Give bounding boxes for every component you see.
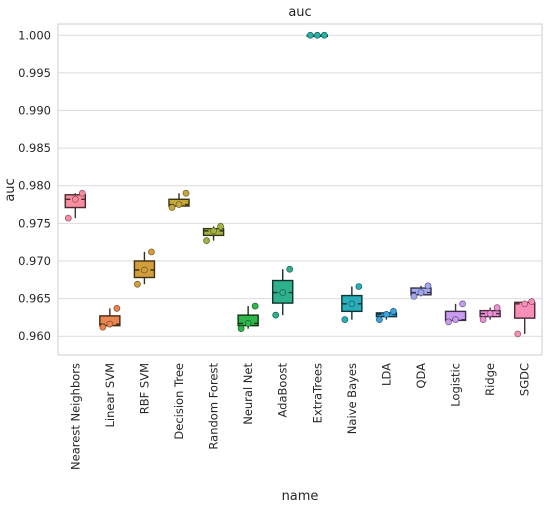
data-point bbox=[306, 31, 314, 39]
data-point bbox=[390, 308, 397, 315]
x-tick-label: ExtraTrees bbox=[310, 363, 324, 423]
data-point bbox=[237, 325, 245, 333]
data-point bbox=[134, 280, 141, 288]
x-ticks: Nearest Neighbors Linear SVM RBF SVM Decisi… bbox=[68, 363, 531, 470]
x-tick-label: Naive Bayes bbox=[345, 363, 359, 434]
x-tick-label: Logistic bbox=[449, 363, 463, 407]
data-point bbox=[486, 310, 494, 317]
box-adaboost bbox=[271, 265, 294, 319]
data-point bbox=[521, 300, 529, 308]
y-ticks: 0.960 0.965 0.970 0.975 0.980 0.985 0.990 0.995… bbox=[18, 28, 51, 343]
y-tick-label: 0.960 bbox=[18, 329, 51, 343]
data-point bbox=[175, 201, 183, 208]
data-point bbox=[348, 300, 356, 308]
data-point bbox=[528, 298, 536, 305]
data-point bbox=[320, 31, 328, 39]
box-random-forest bbox=[202, 223, 225, 245]
y-tick-label: 0.985 bbox=[18, 141, 51, 155]
x-tick-label: QDA bbox=[414, 363, 428, 389]
data-point bbox=[286, 265, 294, 273]
data-point bbox=[341, 316, 349, 323]
data-point bbox=[376, 316, 383, 323]
data-point bbox=[514, 330, 522, 338]
x-tick-label: AdaBoost bbox=[276, 363, 290, 418]
x-tick-label: Neural Net bbox=[241, 363, 255, 425]
data-point bbox=[64, 214, 72, 222]
box-sgdc bbox=[513, 298, 536, 338]
data-point bbox=[417, 289, 425, 296]
box-logistic bbox=[444, 300, 467, 326]
x-tick-label: LDA bbox=[379, 363, 393, 386]
data-point bbox=[445, 318, 452, 326]
x-axis-label: name bbox=[282, 489, 319, 504]
x-tick-label: Decision Tree bbox=[172, 363, 186, 440]
data-point bbox=[410, 292, 418, 300]
y-tick-label: 0.990 bbox=[18, 104, 51, 118]
y-tick-label: 0.980 bbox=[18, 179, 51, 193]
data-point bbox=[279, 289, 287, 296]
y-tick-label: 0.965 bbox=[18, 292, 51, 306]
data-point bbox=[452, 316, 459, 323]
data-point bbox=[106, 320, 114, 328]
data-point bbox=[148, 248, 155, 256]
x-tick-label: SGDC bbox=[518, 363, 532, 396]
box-qda bbox=[410, 282, 432, 300]
data-point bbox=[182, 189, 190, 197]
data-point bbox=[210, 227, 217, 235]
y-tick-label: 0.995 bbox=[18, 66, 51, 80]
data-point bbox=[251, 302, 259, 310]
box-extratrees bbox=[306, 31, 329, 39]
plot-area bbox=[57, 23, 543, 356]
data-point bbox=[459, 300, 466, 308]
x-tick-label: RBF SVM bbox=[137, 363, 151, 414]
y-tick-label: 0.975 bbox=[18, 216, 51, 230]
data-point bbox=[99, 323, 107, 331]
y-tick-label: 1.000 bbox=[18, 28, 51, 42]
x-tick-label: Nearest Neighbors bbox=[68, 363, 82, 470]
box-decision-tree bbox=[168, 189, 190, 211]
x-tick-label: Ridge bbox=[483, 363, 497, 396]
data-point bbox=[168, 204, 176, 211]
data-point bbox=[493, 304, 501, 311]
data-point bbox=[141, 266, 148, 274]
box-rbf-svm bbox=[133, 248, 156, 288]
data-point bbox=[424, 282, 432, 290]
box-neural-net bbox=[237, 302, 259, 333]
boxes bbox=[64, 31, 536, 338]
y-axis-label: auc bbox=[3, 178, 18, 201]
box-nearest-neighbors bbox=[64, 189, 87, 222]
data-point bbox=[479, 316, 487, 323]
x-tick-label: Random Forest bbox=[207, 363, 221, 450]
box-linear-svm bbox=[99, 305, 121, 331]
data-point bbox=[272, 311, 280, 319]
data-point bbox=[217, 223, 224, 230]
data-point bbox=[244, 320, 252, 327]
box-lda bbox=[375, 308, 398, 323]
y-tick-label: 0.970 bbox=[18, 254, 51, 268]
data-point bbox=[78, 189, 86, 197]
data-point bbox=[383, 311, 390, 318]
chart-title: auc bbox=[288, 5, 311, 20]
data-point bbox=[71, 195, 79, 203]
data-point bbox=[355, 283, 363, 290]
box-naive-bayes bbox=[341, 283, 363, 323]
data-point bbox=[113, 305, 121, 312]
box-ridge bbox=[479, 304, 501, 323]
x-tick-label: Linear SVM bbox=[103, 363, 117, 428]
data-point bbox=[203, 237, 210, 245]
data-point bbox=[313, 31, 321, 39]
